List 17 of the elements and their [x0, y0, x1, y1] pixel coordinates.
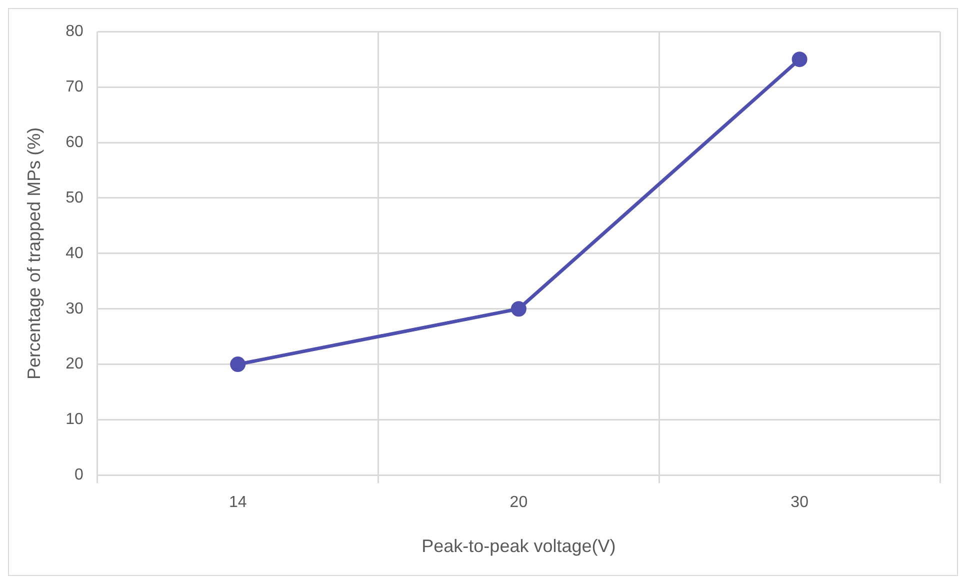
point — [230, 356, 246, 372]
x-tick-label: 20 — [510, 494, 528, 512]
y-tick-label: 50 — [66, 189, 84, 206]
x-tick-label: 14 — [228, 494, 247, 512]
y-axis-title: Percentage of trapped MPs (%) — [24, 127, 44, 380]
y-tick-label: 80 — [66, 23, 84, 40]
point — [510, 301, 526, 317]
y-tick-label: 70 — [66, 78, 84, 96]
y-tick-label: 10 — [66, 411, 84, 428]
y-tick-label: 30 — [66, 300, 84, 318]
x-axis-title: Peak-to-peak voltage(V) — [422, 536, 616, 556]
y-tick-label: 0 — [74, 466, 84, 484]
y-tick-label: 60 — [66, 134, 84, 151]
y-tick-label: 40 — [66, 244, 84, 262]
x-tick-label: 30 — [790, 494, 809, 512]
y-tick-label: 20 — [66, 356, 84, 373]
point — [792, 52, 808, 68]
